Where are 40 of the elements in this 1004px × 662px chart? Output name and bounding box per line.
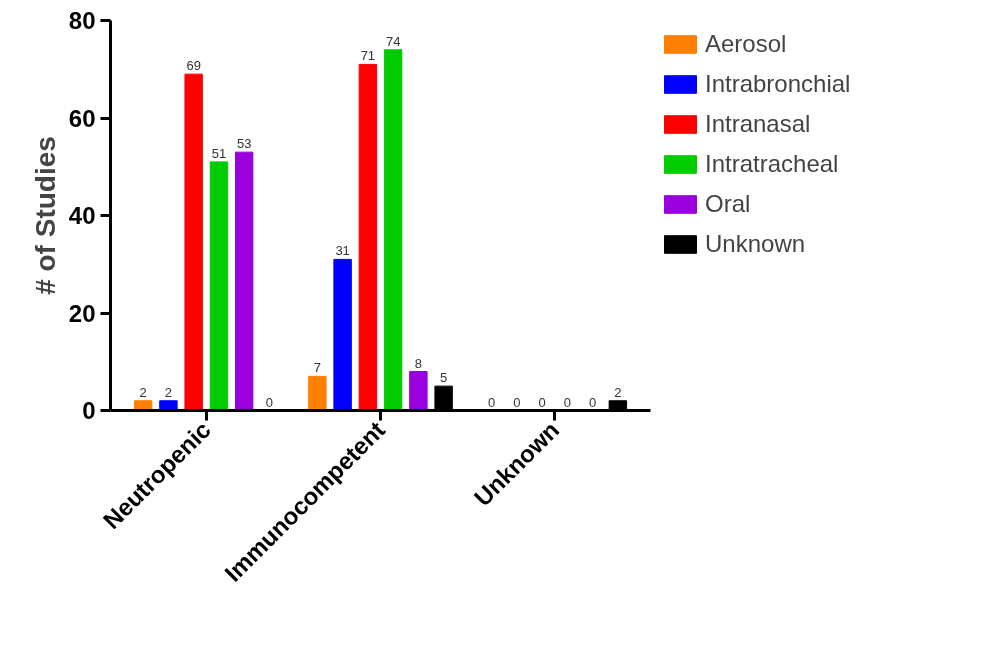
data-label: 0 xyxy=(538,394,546,410)
bar xyxy=(308,375,327,411)
data-label: 5 xyxy=(440,370,448,386)
data-label: 53 xyxy=(236,136,252,152)
y-tick-label: 80 xyxy=(68,7,96,34)
legend-label: Intratracheal xyxy=(705,150,839,178)
data-label: 71 xyxy=(360,48,376,64)
data-label: 2 xyxy=(614,384,622,400)
y-tick-label: 20 xyxy=(68,299,96,327)
data-label: 2 xyxy=(139,384,147,400)
data-label: 2 xyxy=(164,384,173,400)
data-label: 0 xyxy=(265,394,274,410)
data-label: 69 xyxy=(186,58,201,74)
y-tick-label: 40 xyxy=(68,202,96,229)
data-label: 0 xyxy=(588,394,597,410)
legend-label: Intrabronchial xyxy=(705,70,851,98)
bar xyxy=(358,63,378,411)
bar xyxy=(184,73,203,411)
data-label: 51 xyxy=(211,145,227,161)
bar xyxy=(383,49,403,411)
y-axis-title: # of Studies xyxy=(29,136,61,295)
y-tick-label: 60 xyxy=(68,104,96,132)
data-label: 31 xyxy=(335,243,350,259)
bar xyxy=(333,258,352,411)
data-label: 74 xyxy=(385,33,401,49)
legend-label: Intranasal xyxy=(705,110,811,138)
data-label: 7 xyxy=(313,360,321,376)
data-label: 8 xyxy=(414,355,423,371)
bar xyxy=(409,371,428,411)
bar xyxy=(234,151,254,411)
legend-label: Unknown xyxy=(705,230,806,258)
bar xyxy=(209,161,229,411)
data-label: 0 xyxy=(487,394,496,410)
legend-label: Aerosol xyxy=(705,30,787,58)
legend-label: Oral xyxy=(705,190,751,218)
bar xyxy=(159,400,178,411)
bar xyxy=(133,400,153,411)
data-label: 0 xyxy=(563,394,571,410)
data-label: 0 xyxy=(513,394,521,410)
y-tick-label: 0 xyxy=(82,397,96,424)
